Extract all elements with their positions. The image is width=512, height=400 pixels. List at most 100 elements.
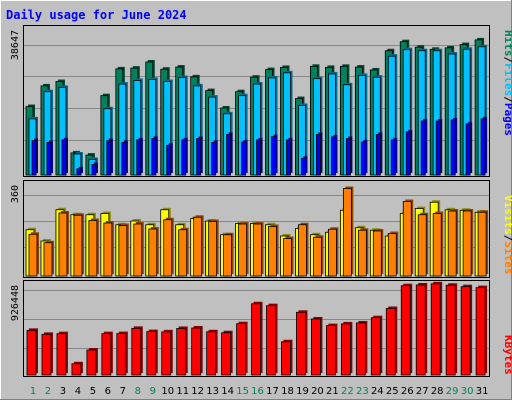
kbytes-bar xyxy=(340,323,351,376)
kbytes-bar xyxy=(325,325,336,376)
sites-bar xyxy=(357,229,367,277)
kbytes-bar xyxy=(131,327,142,376)
sites-bar xyxy=(342,188,352,277)
day-label: 2 xyxy=(45,386,51,397)
chart-title: Daily usage for June 2024 xyxy=(6,8,187,22)
sites-bar xyxy=(372,230,382,277)
pages-bar xyxy=(91,164,97,176)
requests-bars xyxy=(25,37,488,176)
day-label: 22 xyxy=(341,386,354,397)
kbytes-bar xyxy=(236,323,246,376)
kbytes-bar xyxy=(311,318,321,376)
kbytes-bar xyxy=(430,283,441,376)
kbytes-bar xyxy=(475,287,486,376)
requests-legend: Hits/Files/Pages xyxy=(502,30,512,136)
pages-bar xyxy=(241,141,246,176)
legend-separator: / xyxy=(502,235,512,242)
day-label: 29 xyxy=(446,386,459,397)
pages-bar xyxy=(345,138,351,176)
kbytes-bar xyxy=(86,349,97,376)
day-label: 4 xyxy=(75,386,81,397)
pages-bar xyxy=(465,123,471,176)
sites-bar xyxy=(283,238,292,277)
requests-ymax-label: 38647 xyxy=(10,30,21,60)
pages-bar xyxy=(46,141,52,176)
pages-bar xyxy=(450,119,456,176)
day-label: 30 xyxy=(461,386,474,397)
visitors-legend: Visits/Sites xyxy=(502,195,512,275)
pages-bar xyxy=(360,141,366,176)
kbytes-bar xyxy=(251,303,261,376)
sites-bar xyxy=(477,211,487,277)
sites-bar xyxy=(208,221,218,277)
legend-visits: Visits xyxy=(502,195,512,235)
pages-bar xyxy=(121,141,127,176)
day-label: 8 xyxy=(135,386,141,397)
legend-pages: Pages xyxy=(502,103,512,136)
day-label: 17 xyxy=(266,386,279,397)
sites-bar xyxy=(43,242,53,277)
day-label: 15 xyxy=(236,386,249,397)
kbytes-bars xyxy=(26,281,488,376)
sites-bar xyxy=(28,233,38,277)
pages-bar xyxy=(211,141,217,176)
legend-hits: Hits xyxy=(502,30,512,57)
pages-bar xyxy=(435,120,441,176)
legend-files: Files xyxy=(502,63,512,96)
sites-bar xyxy=(178,229,188,277)
legend-kbytes: KBytes xyxy=(502,335,512,375)
sites-bar xyxy=(417,214,427,277)
day-label: 10 xyxy=(161,386,174,397)
pages-bar xyxy=(61,139,67,176)
day-label: 14 xyxy=(221,386,234,397)
day-labels: 1 2 3 4 5 6 7 8 9 10 11 12 13 14 15 16 17 18 19 20 21 22 23 24 2… xyxy=(30,386,489,397)
sites-bar xyxy=(268,226,277,277)
sites-bar xyxy=(313,236,322,277)
pages-bar xyxy=(420,120,426,176)
kbytes-legend: KBytes xyxy=(502,335,512,375)
pages-bar xyxy=(316,134,321,176)
sites-bar xyxy=(253,223,262,277)
pages-bar xyxy=(480,118,486,176)
sites-bar xyxy=(58,212,68,277)
sites-bar xyxy=(298,224,307,277)
kbytes-bar xyxy=(296,311,306,376)
sites-bar xyxy=(88,220,98,277)
kbytes-bar xyxy=(370,317,381,376)
day-label: 12 xyxy=(191,386,204,397)
kbytes-bar xyxy=(26,329,37,376)
day-label: 27 xyxy=(416,386,429,397)
pages-bar xyxy=(31,140,37,176)
kbytes-bar xyxy=(191,327,202,376)
kbytes-bar xyxy=(385,308,396,376)
pages-bar xyxy=(271,136,276,176)
kbytes-bar xyxy=(101,333,112,376)
day-label: 1 xyxy=(30,386,36,397)
pages-bar xyxy=(256,139,261,176)
kbytes-bar xyxy=(56,333,67,376)
kbytes-bar xyxy=(146,331,157,376)
pages-bar xyxy=(76,168,82,176)
sites-bar xyxy=(447,210,457,277)
day-label: 26 xyxy=(401,386,414,397)
legend-separator: / xyxy=(502,57,512,64)
pages-bar xyxy=(390,139,396,176)
sites-bar xyxy=(402,201,412,277)
sites-bar xyxy=(238,223,247,277)
pages-bar xyxy=(375,134,381,176)
pages-bar xyxy=(286,139,291,176)
day-label: 24 xyxy=(371,386,384,397)
requests-panel xyxy=(23,25,490,177)
day-label: 23 xyxy=(356,386,369,397)
kbytes-bar xyxy=(206,331,217,376)
pages-bar xyxy=(196,138,202,176)
day-label: 16 xyxy=(251,386,264,397)
day-label: 21 xyxy=(326,386,339,397)
day-label: 19 xyxy=(296,386,309,397)
kbytes-ymax-label: 926448 xyxy=(10,285,21,321)
legend-separator: / xyxy=(502,96,512,103)
kbytes-bar xyxy=(281,341,291,376)
day-label: 11 xyxy=(176,386,189,397)
